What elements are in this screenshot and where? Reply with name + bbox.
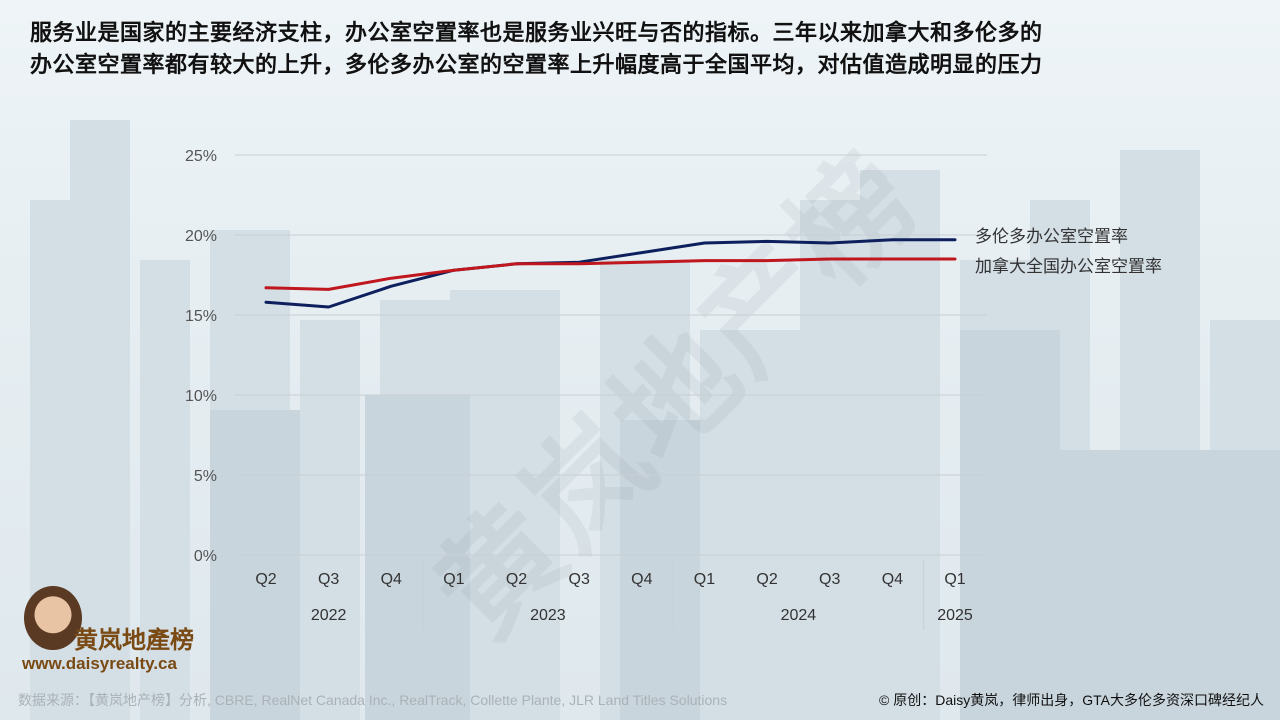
y-tick-label: 15% [185, 308, 217, 325]
brand-logo: 黄岚地產榜 www.daisyrealty.ca [14, 580, 214, 680]
headline-line-2: 办公室空置率都有较大的上升，多伦多办公室的空置率上升幅度高于全国平均，对估值造成… [30, 53, 1043, 78]
year-group-label: 2022 [311, 607, 347, 624]
x-tick-label: Q3 [569, 571, 590, 588]
year-group-label: 2024 [781, 607, 817, 624]
x-tick-label: Q1 [443, 571, 464, 588]
y-tick-label: 25% [185, 148, 217, 165]
y-tick-label: 20% [185, 228, 217, 245]
x-tick-label: Q1 [944, 571, 965, 588]
headline-line-1: 服务业是国家的主要经济支柱，办公室空置率也是服务业兴旺与否的指标。三年以来加拿大… [30, 21, 1043, 46]
x-tick-label: Q4 [381, 571, 402, 588]
x-tick-label: Q4 [631, 571, 652, 588]
series-line [264, 257, 957, 291]
logo-url: www.daisyrealty.ca [22, 654, 177, 673]
x-tick-label: Q4 [882, 571, 903, 588]
year-group-label: 2025 [937, 607, 973, 624]
x-tick-label: Q2 [756, 571, 777, 588]
agent-portrait [24, 586, 82, 650]
x-tick-label: Q2 [255, 571, 276, 588]
y-tick-label: 10% [185, 388, 217, 405]
series-line [264, 238, 957, 309]
y-tick-label: 5% [194, 468, 217, 485]
x-tick-label: Q1 [694, 571, 715, 588]
x-tick-label: Q2 [506, 571, 527, 588]
y-tick-label: 0% [194, 548, 217, 565]
logo-name: 黄岚地產榜 [74, 625, 194, 654]
headline: 服务业是国家的主要经济支柱，办公室空置率也是服务业兴旺与否的指标。三年以来加拿大… [30, 18, 1260, 82]
series-label: 加拿大全国办公室空置率 [975, 256, 1162, 277]
series-label: 多伦多办公室空置率 [975, 227, 1128, 247]
x-tick-label: Q3 [819, 571, 840, 588]
x-tick-label: Q3 [318, 571, 339, 588]
data-source-note: 数据来源：【黄岚地产榜】分析, CBRE, RealNet Canada Inc… [18, 692, 728, 708]
year-group-label: 2023 [530, 607, 566, 624]
copyright-credit: © 原创：Daisy黄岚，律师出身，GTA大多伦多资深口碑经纪人 [879, 692, 1264, 708]
